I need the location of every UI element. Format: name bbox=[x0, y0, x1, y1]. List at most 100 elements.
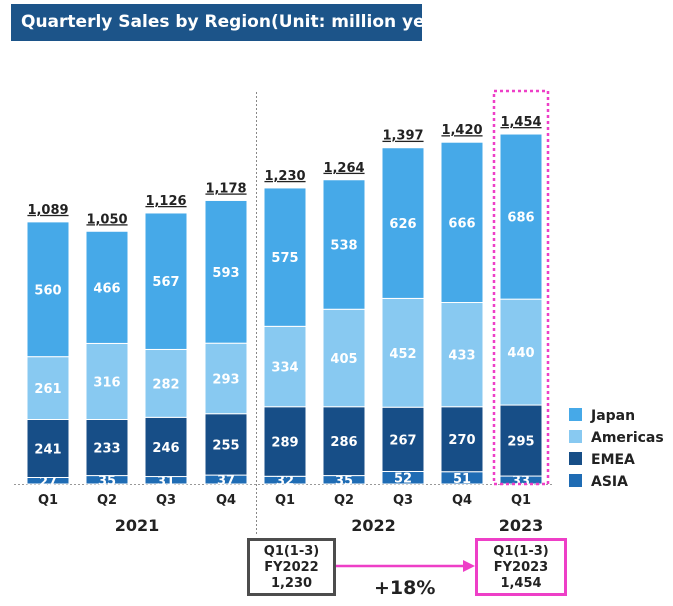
x-tick-label: Q1 bbox=[275, 493, 295, 508]
bar-total-label: 1,089 bbox=[27, 203, 68, 218]
bar-value-label: 560 bbox=[34, 283, 61, 298]
bar-value-label: 575 bbox=[271, 251, 298, 266]
fy2023-q1-box: Q1(1-3) FY2023 1,454 bbox=[475, 538, 567, 596]
year-label: 2021 bbox=[115, 516, 160, 535]
bar-segment-japan bbox=[204, 199, 248, 344]
legend-label: Japan bbox=[590, 408, 635, 424]
bar-value-label: 33 bbox=[512, 474, 530, 489]
growth-arrow-head bbox=[463, 560, 475, 572]
bar-total-label: 1,050 bbox=[86, 212, 127, 227]
bar-value-label: 267 bbox=[389, 433, 416, 448]
bar-value-label: 246 bbox=[152, 441, 179, 456]
bar-segment-emea bbox=[144, 416, 188, 478]
bar-value-label: 452 bbox=[389, 347, 416, 362]
bar-value-label: 270 bbox=[448, 433, 475, 448]
bar-value-label: 31 bbox=[157, 474, 175, 489]
bar-value-label: 440 bbox=[507, 346, 534, 361]
bar-segment-japan bbox=[144, 212, 188, 350]
bar-value-label: 35 bbox=[98, 474, 116, 489]
bar-value-label: 289 bbox=[271, 436, 298, 451]
bar-segment-japan bbox=[322, 179, 366, 310]
growth-rate-label: +18% bbox=[374, 577, 436, 599]
bar-value-label: 405 bbox=[330, 352, 357, 367]
fy2023-box-line-1: Q1(1-3) bbox=[493, 544, 549, 559]
bar-value-label: 241 bbox=[34, 442, 61, 457]
bar-value-label: 334 bbox=[271, 361, 298, 376]
bar-segment-americas bbox=[381, 297, 425, 408]
bar-value-label: 466 bbox=[93, 281, 120, 296]
legend-label: Americas bbox=[591, 430, 664, 446]
legend-swatch bbox=[569, 408, 582, 421]
bar-total-label: 1,264 bbox=[323, 161, 364, 176]
year-label: 2023 bbox=[499, 516, 544, 535]
bar-value-label: 51 bbox=[453, 472, 471, 487]
fy2022-q1-box: Q1(1-3) FY2022 1,230 bbox=[247, 538, 336, 596]
legend-label: EMEA bbox=[591, 452, 635, 468]
bar-value-label: 35 bbox=[335, 474, 353, 489]
bar-segment-americas bbox=[85, 342, 129, 420]
bar-segment-japan bbox=[263, 187, 307, 327]
bar-value-label: 293 bbox=[212, 372, 239, 387]
bar-value-label: 666 bbox=[448, 216, 475, 231]
year-label: 2022 bbox=[351, 516, 396, 535]
bar-value-label: 686 bbox=[507, 211, 534, 226]
bar-segment-americas bbox=[440, 302, 484, 408]
x-tick-label: Q4 bbox=[452, 493, 472, 508]
bar-segment-emea bbox=[204, 413, 248, 476]
fy2022-box-line-3: 1,230 bbox=[270, 576, 313, 591]
bar-value-label: 27 bbox=[39, 475, 57, 490]
bar-segment-americas bbox=[499, 298, 543, 406]
bar-segment-americas bbox=[144, 348, 188, 418]
bar-segment-americas bbox=[204, 342, 248, 415]
bar-value-label: 52 bbox=[394, 472, 412, 487]
bar-value-label: 37 bbox=[217, 474, 235, 489]
bar-total-label: 1,454 bbox=[500, 115, 541, 130]
bar-segment-emea bbox=[381, 406, 425, 472]
x-tick-label: Q1 bbox=[511, 493, 531, 508]
bar-value-label: 32 bbox=[276, 474, 294, 489]
x-tick-label: Q3 bbox=[156, 493, 176, 508]
bar-total-label: 1,230 bbox=[264, 169, 305, 184]
legend-swatch bbox=[569, 430, 582, 443]
bar-total-label: 1,420 bbox=[441, 123, 482, 138]
legend-swatch bbox=[569, 474, 582, 487]
bar-segment-emea bbox=[263, 406, 307, 477]
x-tick-label: Q2 bbox=[97, 493, 117, 508]
bar-value-label: 433 bbox=[448, 349, 475, 364]
x-tick-label: Q2 bbox=[334, 493, 354, 508]
bar-value-label: 286 bbox=[330, 435, 357, 450]
bar-value-label: 626 bbox=[389, 217, 416, 232]
x-tick-label: Q3 bbox=[393, 493, 413, 508]
bar-value-label: 261 bbox=[34, 382, 61, 397]
bar-value-label: 593 bbox=[212, 266, 239, 281]
fy2023-box-line-2: FY2023 bbox=[493, 560, 549, 575]
legend-label: ASIA bbox=[591, 474, 628, 490]
bar-segment-japan bbox=[499, 133, 543, 300]
fy2022-box-line-2: FY2022 bbox=[264, 560, 319, 575]
bar-value-label: 233 bbox=[93, 442, 120, 457]
legend-swatch bbox=[569, 452, 582, 465]
bar-value-label: 316 bbox=[93, 375, 120, 390]
bar-segment-americas bbox=[263, 325, 307, 408]
bar-segment-japan bbox=[26, 221, 70, 358]
bar-total-label: 1,178 bbox=[205, 181, 246, 196]
fy2022-box-line-1: Q1(1-3) bbox=[263, 544, 320, 559]
bar-value-label: 295 bbox=[507, 435, 534, 450]
bar-value-label: 538 bbox=[330, 239, 357, 254]
bar-segment-japan bbox=[85, 230, 129, 344]
chart-title: Quarterly Sales by Region(Unit: million … bbox=[11, 4, 445, 41]
bar-segment-emea bbox=[440, 406, 484, 473]
bar-value-label: 255 bbox=[212, 438, 239, 453]
bar-segment-emea bbox=[322, 406, 366, 477]
bar-total-label: 1,126 bbox=[145, 194, 186, 209]
bar-segment-japan bbox=[381, 147, 425, 299]
bar-segment-americas bbox=[26, 356, 70, 420]
fy2023-box-line-3: 1,454 bbox=[500, 576, 542, 591]
bar-value-label: 567 bbox=[152, 275, 179, 290]
x-tick-label: Q1 bbox=[38, 493, 58, 508]
bar-segment-japan bbox=[440, 141, 484, 304]
x-tick-label: Q4 bbox=[216, 493, 236, 508]
bar-total-label: 1,397 bbox=[382, 129, 423, 144]
latest-quarter-highlight bbox=[492, 89, 550, 486]
